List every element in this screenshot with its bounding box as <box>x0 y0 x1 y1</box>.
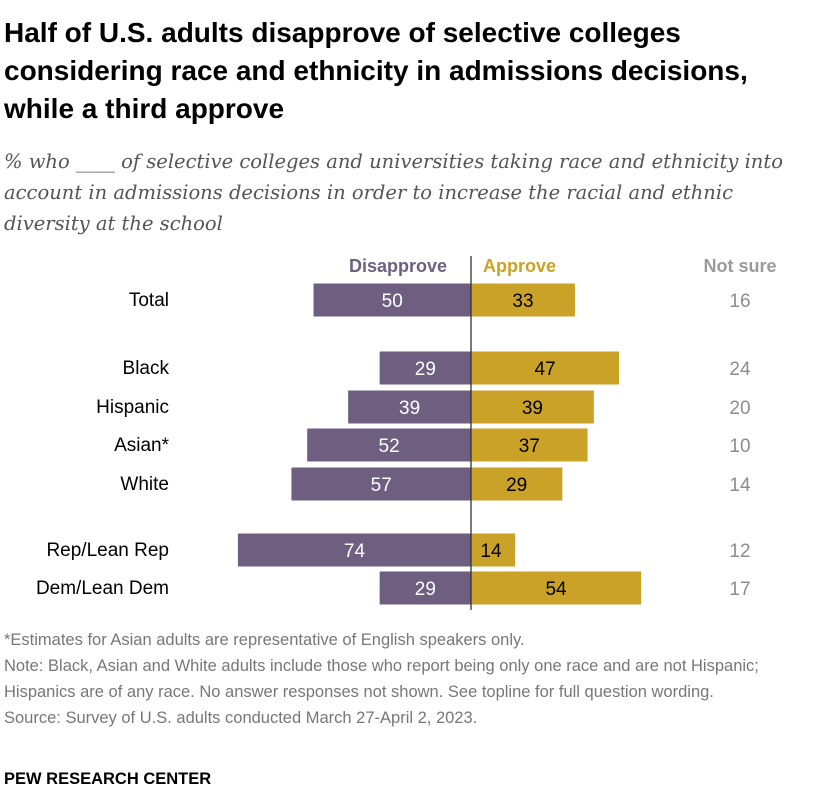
chart-notes: *Estimates for Asian adults are represen… <box>4 627 824 731</box>
bar-disapprove <box>379 571 471 605</box>
value-label-not-sure: 14 <box>729 475 751 496</box>
category-label: Rep/Lean Rep <box>46 540 169 561</box>
value-label-not-sure: 24 <box>729 359 751 380</box>
diverging-bar-chart: Disapprove Approve Not sure Total 50 33 16 Blac… <box>36 256 777 610</box>
value-label-not-sure: 17 <box>729 579 750 600</box>
value-label-not-sure: 10 <box>729 436 750 457</box>
value-label-not-sure: 12 <box>729 541 750 562</box>
value-label-not-sure: 20 <box>729 398 750 419</box>
bar-disapprove <box>237 533 471 567</box>
category-label: Hispanic <box>96 397 169 418</box>
legend-not-sure: Not sure <box>703 256 776 276</box>
source-note: Source: Survey of U.S. adults conducted … <box>4 709 478 727</box>
bar-approve <box>471 390 594 424</box>
value-label-approve: 39 <box>522 398 543 419</box>
value-label-approve: 37 <box>519 436 540 457</box>
value-label-disapprove: 74 <box>344 541 366 562</box>
bar-disapprove <box>348 390 471 424</box>
value-label-disapprove: 50 <box>382 291 403 312</box>
bar-approve <box>471 533 516 567</box>
value-label-not-sure: 16 <box>729 291 750 312</box>
bar-disapprove <box>307 428 471 462</box>
value-label-disapprove: 57 <box>371 475 392 496</box>
bar-disapprove <box>379 351 471 385</box>
chart-title: Half of U.S. adults disapprove of select… <box>4 17 748 124</box>
bar-disapprove <box>313 283 471 317</box>
value-label-approve: 33 <box>512 291 533 312</box>
value-label-approve: 54 <box>545 579 567 600</box>
brand-logo-text: PEW RESEARCH CENTER <box>4 770 212 788</box>
value-label-approve: 29 <box>506 475 527 496</box>
bar-approve <box>471 467 563 501</box>
category-label: Dem/Lean Dem <box>36 578 169 599</box>
bar-approve <box>471 283 575 317</box>
bar-disapprove <box>291 467 471 501</box>
value-label-disapprove: 52 <box>379 436 400 457</box>
value-label-approve: 47 <box>534 359 555 380</box>
value-label-disapprove: 39 <box>399 398 420 419</box>
category-label: Asian* <box>114 435 170 456</box>
value-label-approve: 14 <box>480 541 502 562</box>
value-label-disapprove: 29 <box>415 579 436 600</box>
legend-disapprove: Disapprove <box>349 256 447 276</box>
category-label: Total <box>129 290 169 311</box>
category-label: White <box>120 474 169 495</box>
legend-approve: Approve <box>483 256 556 276</box>
bar-approve <box>471 428 588 462</box>
asterisk-note: *Estimates for Asian adults are represen… <box>4 631 525 649</box>
methodology-note: Note: Black, Asian and White adults incl… <box>4 657 759 701</box>
chart-subtitle: % who ____ of selective colleges and uni… <box>4 150 783 235</box>
value-label-disapprove: 29 <box>415 359 436 380</box>
bar-approve <box>471 571 642 605</box>
category-label: Black <box>123 358 170 379</box>
bar-approve <box>471 351 620 385</box>
